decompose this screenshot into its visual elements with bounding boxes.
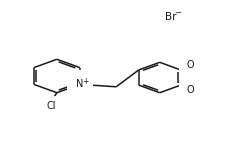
- Text: O: O: [187, 85, 194, 95]
- Text: Br: Br: [165, 12, 176, 22]
- Text: Cl: Cl: [46, 101, 56, 111]
- Text: O: O: [187, 60, 194, 70]
- Text: −: −: [174, 8, 181, 17]
- Text: N: N: [76, 79, 84, 89]
- Text: +: +: [82, 77, 88, 86]
